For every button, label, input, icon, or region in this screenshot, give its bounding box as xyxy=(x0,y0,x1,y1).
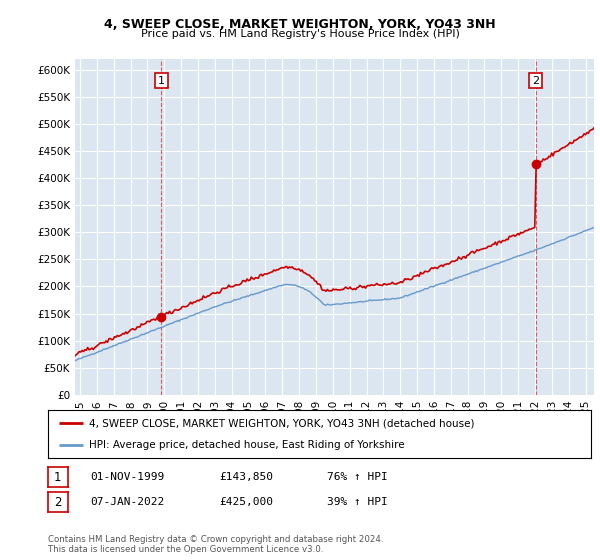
Text: 76% ↑ HPI: 76% ↑ HPI xyxy=(327,472,388,482)
Text: Price paid vs. HM Land Registry's House Price Index (HPI): Price paid vs. HM Land Registry's House … xyxy=(140,29,460,39)
Text: £425,000: £425,000 xyxy=(219,497,273,507)
Text: 4, SWEEP CLOSE, MARKET WEIGHTON, YORK, YO43 3NH (detached house): 4, SWEEP CLOSE, MARKET WEIGHTON, YORK, Y… xyxy=(89,418,474,428)
Text: HPI: Average price, detached house, East Riding of Yorkshire: HPI: Average price, detached house, East… xyxy=(89,440,404,450)
Text: 2: 2 xyxy=(532,76,539,86)
Text: 39% ↑ HPI: 39% ↑ HPI xyxy=(327,497,388,507)
Text: 07-JAN-2022: 07-JAN-2022 xyxy=(90,497,164,507)
Text: 4, SWEEP CLOSE, MARKET WEIGHTON, YORK, YO43 3NH: 4, SWEEP CLOSE, MARKET WEIGHTON, YORK, Y… xyxy=(104,18,496,31)
Text: 1: 1 xyxy=(158,76,165,86)
Text: Contains HM Land Registry data © Crown copyright and database right 2024.: Contains HM Land Registry data © Crown c… xyxy=(48,535,383,544)
Text: This data is licensed under the Open Government Licence v3.0.: This data is licensed under the Open Gov… xyxy=(48,545,323,554)
Text: 01-NOV-1999: 01-NOV-1999 xyxy=(90,472,164,482)
Text: 2: 2 xyxy=(54,496,62,509)
Text: £143,850: £143,850 xyxy=(219,472,273,482)
Text: 1: 1 xyxy=(54,470,62,484)
